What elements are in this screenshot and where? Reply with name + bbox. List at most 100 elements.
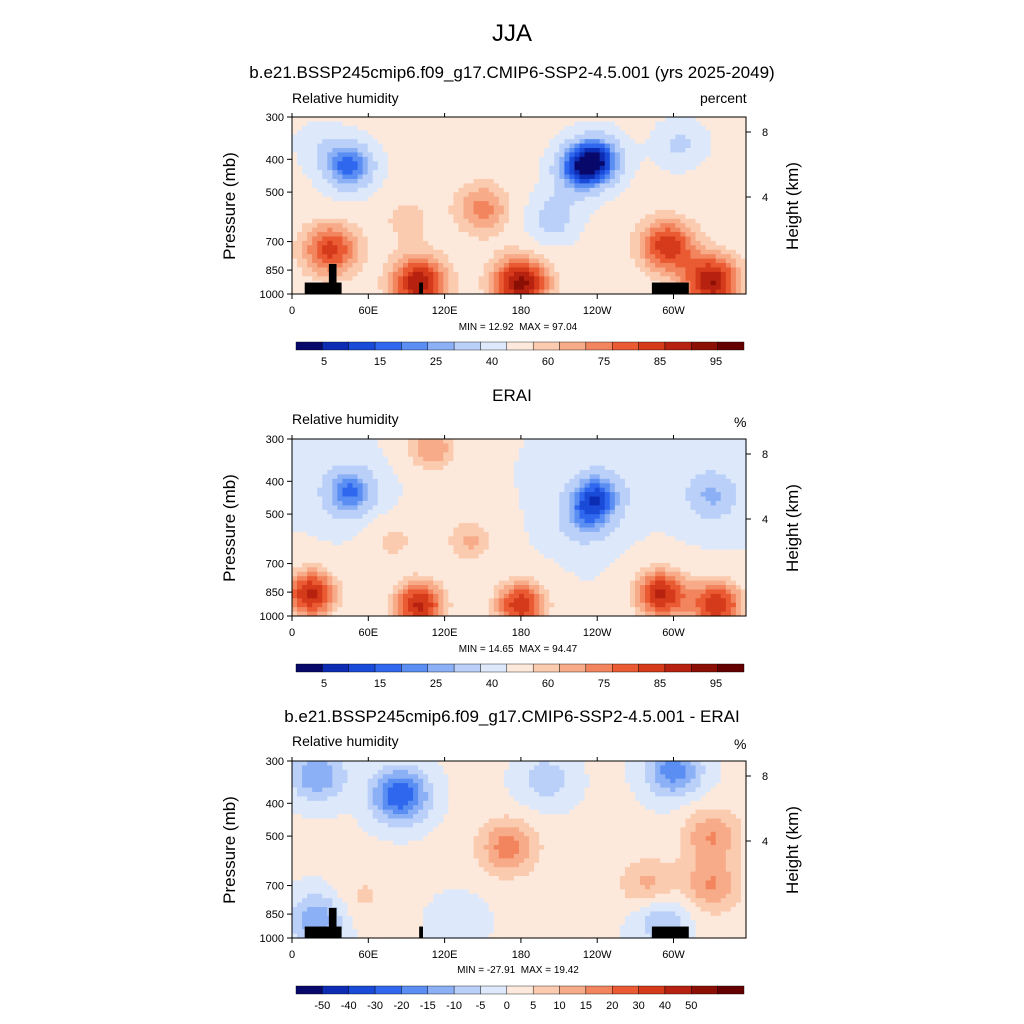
heatmap-cell (559, 214, 565, 220)
heatmap-cell (524, 223, 530, 229)
heatmap-cell (433, 192, 439, 198)
heatmap-cell (392, 461, 399, 467)
heatmap-cell (382, 205, 389, 211)
heatmap-cell (418, 263, 424, 269)
heatmap-cell (357, 492, 364, 498)
heatmap-cell (559, 161, 565, 167)
heatmap-cell (317, 593, 323, 599)
heatmap-cell (559, 196, 565, 202)
heatmap-cell (493, 271, 500, 277)
heatmap-cell (317, 258, 323, 264)
heatmap-cell (539, 240, 545, 246)
heatmap-cell (342, 523, 349, 529)
heatmap-cell (670, 205, 676, 211)
heatmap-cell (352, 567, 359, 573)
heatmap-cell (529, 209, 535, 215)
heatmap-cell (357, 196, 364, 202)
heatmap-cell (322, 487, 328, 493)
heatmap-cell (453, 447, 460, 453)
heatmap-cell (448, 161, 455, 167)
heatmap-cell (292, 258, 298, 264)
heatmap-cell (312, 263, 318, 269)
heatmap-cell (715, 125, 722, 131)
heatmap-cell (297, 285, 303, 291)
heatmap-cell (307, 134, 313, 140)
heatmap-cell (645, 117, 651, 123)
heatmap-cell (685, 258, 692, 264)
heatmap-cell (372, 161, 379, 167)
heatmap-cell (700, 156, 707, 162)
heatmap-cell (297, 452, 303, 458)
heatmap-cell (579, 121, 586, 127)
heatmap-cell (574, 223, 581, 229)
heatmap-cell (423, 456, 429, 462)
heatmap-cell (342, 196, 349, 202)
heatmap-cell (715, 218, 722, 224)
heatmap-cell (483, 134, 490, 140)
heatmap-cell (609, 121, 616, 127)
heatmap-cell (397, 285, 404, 291)
heatmap-cell (322, 130, 328, 136)
heatmap-cell (317, 152, 323, 158)
heatmap-cell (609, 249, 616, 255)
heatmap-cell (423, 263, 429, 269)
heatmap-cell (292, 447, 298, 453)
heatmap-cell (513, 178, 520, 184)
heatmap-cell (292, 571, 298, 577)
heatmap-cell (297, 607, 303, 613)
heatmap-cell (493, 289, 500, 295)
heatmap-cell (624, 192, 631, 198)
heatmap-cell (322, 170, 328, 176)
heatmap-cell (413, 218, 419, 224)
heatmap-cell (367, 174, 374, 180)
heatmap-cell (589, 258, 596, 264)
heatmap-cell (302, 276, 308, 282)
heatmap-cell (478, 170, 485, 176)
heatmap-cell (650, 223, 656, 229)
heatmap-cell (372, 285, 379, 291)
heatmap-cell (534, 161, 540, 167)
heatmap-cell (670, 214, 676, 220)
heatmap-cell (428, 487, 434, 493)
heatmap-cell (458, 117, 465, 123)
heatmap-cell (337, 562, 344, 568)
heatmap-cell (640, 117, 646, 123)
heatmap-cell (408, 289, 414, 295)
heatmap-cell (579, 249, 586, 255)
heatmap-cell (594, 218, 601, 224)
heatmap-cell (670, 121, 676, 127)
heatmap-cell (645, 125, 651, 131)
heatmap-cell (544, 249, 550, 255)
heatmap-cell (453, 540, 460, 546)
heatmap-cell (413, 571, 419, 577)
heatmap-cell (453, 267, 460, 273)
heatmap-cell (594, 152, 601, 158)
heatmap-cell (448, 571, 455, 577)
heatmap-cell (428, 209, 434, 215)
heatmap-cell (488, 192, 495, 198)
heatmap-cell (529, 223, 535, 229)
heatmap-cell (705, 258, 712, 264)
heatmap-cell (357, 598, 364, 604)
heatmap-cell (433, 607, 439, 613)
heatmap-cell (665, 271, 671, 277)
heatmap-cell (599, 271, 606, 277)
heatmap-cell (317, 214, 323, 220)
heatmap-cell (599, 170, 606, 176)
heatmap-cell (690, 236, 697, 242)
heatmap-cell (352, 130, 359, 136)
heatmap-cell (549, 196, 555, 202)
heatmap-cell (675, 227, 682, 233)
heatmap-cell (327, 236, 333, 242)
heatmap-cell (327, 254, 333, 260)
heatmap-cell (332, 487, 338, 493)
heatmap-cell (574, 125, 581, 131)
heatmap-cell (690, 156, 697, 162)
heatmap-cell (392, 571, 399, 577)
heatmap-cell (675, 165, 682, 171)
heatmap-cell (357, 536, 364, 542)
colorbar-label: 85 (654, 356, 666, 368)
heatmap-cell (564, 178, 571, 184)
heatmap-cell (337, 580, 344, 586)
heatmap-cell (609, 240, 616, 246)
